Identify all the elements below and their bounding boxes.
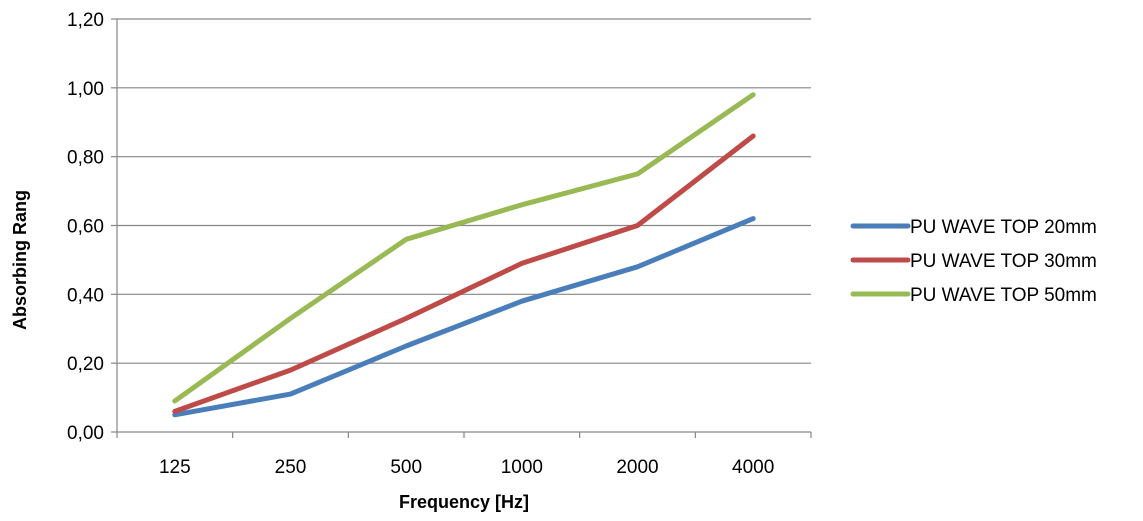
x-tick-label: 500	[390, 457, 422, 478]
x-tick-label: 2000	[616, 457, 658, 478]
y-tick-label: 0,40	[67, 285, 104, 306]
x-tick-label: 4000	[732, 457, 774, 478]
x-tick-label: 125	[159, 457, 191, 478]
x-tick-label: 250	[275, 457, 307, 478]
y-tick-label: 1,20	[67, 10, 104, 31]
series-line-1	[172, 216, 756, 418]
gridlines	[117, 18, 811, 364]
y-tick-label: 0,80	[67, 148, 104, 169]
axes	[111, 18, 812, 438]
x-axis-title: Frequency [Hz]	[399, 492, 529, 512]
y-tick-label: 0,60	[67, 217, 104, 238]
tick-labels: 0,00 0,20 0,40 0,60 0,80 1,00 1,20 125 250 500 100…	[67, 10, 774, 478]
y-tick-label: 0,00	[67, 423, 104, 444]
legend-label-2: PU WAVE TOP 30mm	[910, 251, 1097, 272]
y-axis-title: Absorbing Rang	[10, 190, 30, 330]
series-lines	[172, 92, 756, 418]
series-line-2	[172, 133, 756, 414]
legend-label-3: PU WAVE TOP 50mm	[910, 285, 1097, 306]
x-tick-label: 1000	[501, 457, 543, 478]
legend: PU WAVE TOP 20mm PU WAVE TOP 30mm PU WAVE …	[850, 217, 1097, 306]
y-tick-label: 1,00	[67, 79, 104, 100]
legend-label-1: PU WAVE TOP 20mm	[910, 217, 1097, 238]
series-line-3	[172, 92, 756, 404]
y-tick-label: 0,20	[67, 354, 104, 375]
